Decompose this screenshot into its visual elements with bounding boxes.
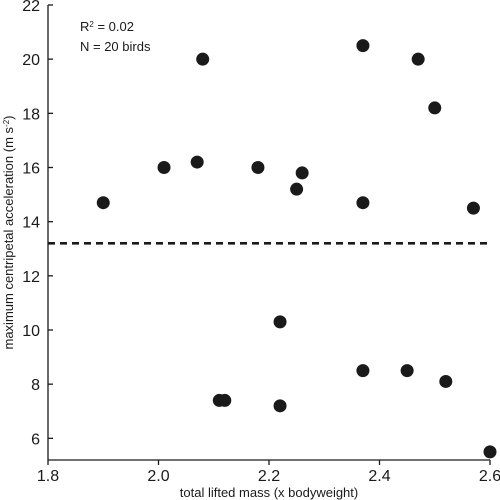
- x-tick-label: 2.2: [258, 468, 280, 485]
- data-point: [466, 201, 480, 215]
- r2-prefix: R: [80, 19, 89, 34]
- sample-size-annotation: N = 20 birds: [80, 39, 151, 54]
- data-point: [273, 399, 287, 413]
- y-tick-label: 14: [22, 215, 40, 232]
- data-point: [196, 52, 210, 66]
- data-point: [218, 393, 232, 407]
- y-axis-label: maximum centripetal acceleration (m s-2): [1, 116, 16, 350]
- data-point: [96, 196, 110, 210]
- ticks-layer: 1.8 2.0 2.2 2.4 2.6 6 8 10 12 14 16 18 20 22: [22, 0, 500, 485]
- y-tick-label: 12: [22, 269, 40, 286]
- data-point: [290, 182, 304, 196]
- y-tick-label: 10: [22, 323, 40, 340]
- data-point: [295, 166, 309, 180]
- x-axis-label: total lifted mass (x bodyweight): [180, 485, 358, 500]
- data-point: [356, 364, 370, 378]
- x-tick-label: 2.6: [479, 468, 500, 485]
- r-squared-annotation: R2 = 0.02: [80, 19, 134, 34]
- data-point: [157, 161, 171, 174]
- data-point: [428, 101, 442, 115]
- data-point: [411, 52, 425, 66]
- data-point: [400, 364, 414, 378]
- y-tick-label: 20: [22, 52, 40, 69]
- data-point: [356, 196, 370, 210]
- data-point: [251, 161, 265, 174]
- points-layer: [96, 39, 497, 459]
- y-tick-label: 22: [22, 0, 40, 15]
- axes-layer: [47, 5, 490, 461]
- x-tick-label: 1.8: [37, 468, 59, 485]
- x-tick-label: 2.4: [368, 468, 390, 485]
- data-point: [483, 445, 497, 459]
- y-axis-label-sup: -2: [2, 119, 11, 127]
- r2-suffix: = 0.02: [94, 19, 134, 34]
- y-axis-label-end: ): [1, 116, 16, 120]
- x-tick-label: 2.0: [147, 468, 169, 485]
- data-point: [356, 39, 370, 53]
- data-point: [273, 315, 287, 329]
- y-tick-label: 18: [22, 106, 40, 123]
- y-tick-label: 8: [31, 377, 40, 394]
- r2-sup: 2: [89, 20, 94, 29]
- y-tick-label: 6: [31, 431, 40, 448]
- y-tick-label: 16: [22, 161, 40, 178]
- data-point: [439, 374, 453, 388]
- y-axis-label-main: maximum centripetal acceleration (m s: [1, 126, 16, 349]
- data-point: [190, 155, 204, 169]
